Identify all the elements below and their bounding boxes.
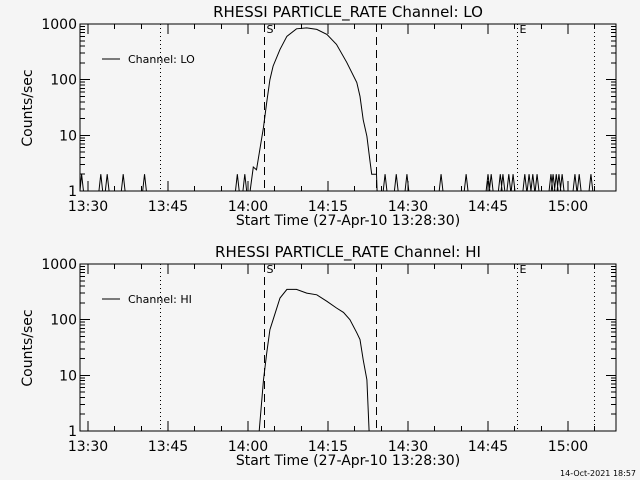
x-tick-label: 14:00 xyxy=(228,199,268,215)
x-tick-label: 14:30 xyxy=(388,199,428,215)
hi-channel-panel: RHESSI PARTICLE_RATE Channel: HI Start T… xyxy=(20,243,617,469)
y-tick-label: 10 xyxy=(59,128,77,144)
y-tick-label: 100 xyxy=(50,313,77,329)
baseline-spikes xyxy=(79,174,594,192)
y-tick-label: 1000 xyxy=(41,17,77,33)
x-tick-label: 14:30 xyxy=(388,439,428,455)
x-tick-label: 13:45 xyxy=(148,439,188,455)
legend-label: Channel: LO xyxy=(128,53,195,66)
lo-channel-panel: RHESSI PARTICLE_RATE Channel: LO Start T… xyxy=(20,3,617,229)
y-axis-label: Counts/sec xyxy=(20,309,36,386)
x-tick-label: 13:30 xyxy=(68,439,108,455)
legend-label: Channel: HI xyxy=(128,293,192,306)
plot-frame xyxy=(79,23,617,192)
y-axis-label: Counts/sec xyxy=(20,69,36,146)
x-tick-label: 15:00 xyxy=(548,439,588,455)
chart-title: RHESSI PARTICLE_RATE Channel: LO xyxy=(213,3,483,22)
x-tick-label: 14:45 xyxy=(468,199,508,215)
time-marker-label: E xyxy=(520,263,527,276)
y-tick-label: 1000 xyxy=(41,257,77,273)
y-tick-label: 1 xyxy=(68,184,77,200)
x-axis-label: Start Time (27-Apr-10 13:28:30) xyxy=(236,213,460,229)
x-tick-label: 15:00 xyxy=(548,199,588,215)
plot-frame xyxy=(79,263,617,432)
x-tick-label: 13:45 xyxy=(148,199,188,215)
chart-title: RHESSI PARTICLE_RATE Channel: HI xyxy=(215,243,481,262)
y-tick-label: 100 xyxy=(50,73,77,89)
count-rate-line xyxy=(258,288,370,432)
x-tick-label: 14:00 xyxy=(228,439,268,455)
count-rate-line xyxy=(249,27,378,192)
x-tick-label: 14:15 xyxy=(308,439,348,455)
y-tick-label: 10 xyxy=(59,368,77,384)
timestamp: 14-Oct-2021 18:57 xyxy=(560,469,636,478)
time-marker-label: E xyxy=(520,23,527,36)
x-tick-label: 13:30 xyxy=(68,199,108,215)
x-tick-label: 14:45 xyxy=(468,439,508,455)
y-tick-label: 1 xyxy=(68,424,77,440)
x-tick-label: 14:15 xyxy=(308,199,348,215)
x-axis-label: Start Time (27-Apr-10 13:28:30) xyxy=(236,453,460,469)
time-marker-label: S xyxy=(267,23,274,36)
time-marker-label: S xyxy=(267,263,274,276)
